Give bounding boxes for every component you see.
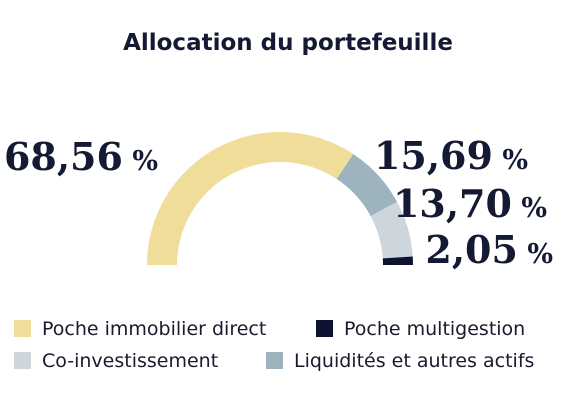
arc-liquidites-et-autres-actifs <box>336 153 398 217</box>
legend-item-liquidites-et-autres-actifs: Liquidités et autres actifs <box>266 350 534 372</box>
legend-swatch-co-investissement <box>14 352 31 369</box>
legend-swatch-liquidites-et-autres-actifs <box>266 352 283 369</box>
value-label-co-investissement: 13,70 % <box>393 181 547 226</box>
arc-poche-multigestion <box>382 256 413 265</box>
legend-swatch-poche-multigestion <box>316 320 333 337</box>
arc-poche-immobilier-direct <box>147 132 354 265</box>
legend-label-poche-immobilier-direct: Poche immobilier direct <box>42 318 266 340</box>
arc-co-investissement <box>370 201 413 259</box>
value-label-liquidites-et-autres-actifs: 15,69 % <box>374 133 528 178</box>
legend-label-liquidites-et-autres-actifs: Liquidités et autres actifs <box>294 350 534 372</box>
donut-arcs <box>147 132 413 265</box>
legend-item-poche-immobilier-direct: Poche immobilier direct <box>14 318 266 340</box>
legend-label-co-investissement: Co-investissement <box>42 350 218 372</box>
chart-title: Allocation du portefeuille <box>123 30 453 56</box>
legend-item-co-investissement: Co-investissement <box>14 350 218 372</box>
value-label-poche-multigestion: 2,05 % <box>425 227 553 272</box>
legend: Poche immobilier direct Poche multigestio… <box>14 318 534 372</box>
value-label-poche-immobilier-direct: 68,56 % <box>4 134 158 179</box>
value-labels: 68,56 % 15,69 %13,70 %2,05 % <box>4 133 553 272</box>
legend-label-poche-multigestion: Poche multigestion <box>344 318 525 340</box>
legend-item-poche-multigestion: Poche multigestion <box>316 318 525 340</box>
legend-swatch-poche-immobilier-direct <box>14 320 31 337</box>
